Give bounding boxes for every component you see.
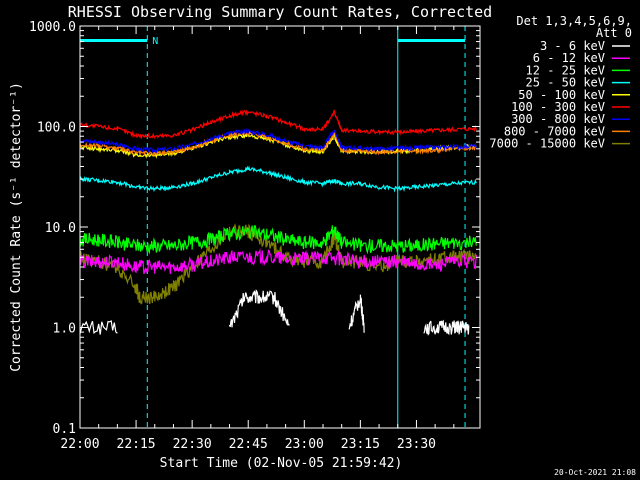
series-line: [79, 131, 477, 159]
x-tick-label: 23:30: [397, 437, 436, 452]
x-tick-label: 23:00: [285, 437, 324, 452]
y-axis-label: Corrected Count Rate (s⁻¹ detector⁻¹): [9, 82, 24, 372]
y-tick-label: 1.0: [53, 322, 76, 337]
series-line: [79, 128, 477, 154]
x-tick-label: 22:15: [117, 437, 156, 452]
x-axis-label: Start Time (02-Nov-05 21:59:42): [160, 456, 403, 471]
legend-entry-label: 3 - 6 keV: [540, 39, 605, 53]
legend-entry-label: 300 - 800 keV: [511, 112, 605, 126]
legend-entry-label: 12 - 25 keV: [526, 63, 605, 77]
overlay-bar: [397, 39, 466, 42]
x-tick-label: 22:00: [60, 437, 99, 452]
series-layer: [79, 109, 477, 336]
legend-entry-label: 7000 - 15000 keV: [489, 137, 605, 151]
legend-entry-label: 100 - 300 keV: [511, 100, 605, 114]
overlay-bar-label: N: [152, 36, 158, 47]
y-tick-label: 0.1: [53, 422, 76, 437]
x-tick-label: 22:45: [229, 437, 268, 452]
y-tick-label: 100.0: [37, 121, 76, 136]
legend-entry-label: 50 - 100 keV: [518, 88, 605, 102]
footer-timestamp: 20-Oct-2021 21:08: [554, 468, 636, 477]
chart-title: RHESSI Observing Summary Count Rates, Co…: [68, 3, 492, 21]
overlay-bar: [80, 39, 148, 42]
series-line: [79, 225, 477, 255]
y-tick-label: 1000.0: [29, 20, 76, 35]
x-tick-label: 22:30: [173, 437, 212, 452]
series-line: [79, 289, 470, 336]
series-line: [79, 109, 477, 140]
ticks-layer: 22:00 22:15 22:30 22:45 23:00 23:15 23:30 0.1 1.…: [29, 20, 480, 452]
x-tick-label: 23:15: [341, 437, 380, 452]
series-line: [79, 248, 477, 275]
legend-header-line2: Att 0: [596, 26, 632, 40]
legend-header-line1: Det 1,3,4,5,6,9,: [516, 14, 632, 28]
y-tick-label: 10.0: [45, 221, 76, 236]
legend-entry-label: 25 - 50 keV: [526, 76, 605, 90]
series-line: [79, 165, 477, 193]
legend-entry-label: 800 - 7000 keV: [504, 124, 605, 138]
series-line: [79, 129, 477, 157]
legend-entry-label: 6 - 12 keV: [533, 51, 605, 65]
series-line: [79, 223, 477, 305]
